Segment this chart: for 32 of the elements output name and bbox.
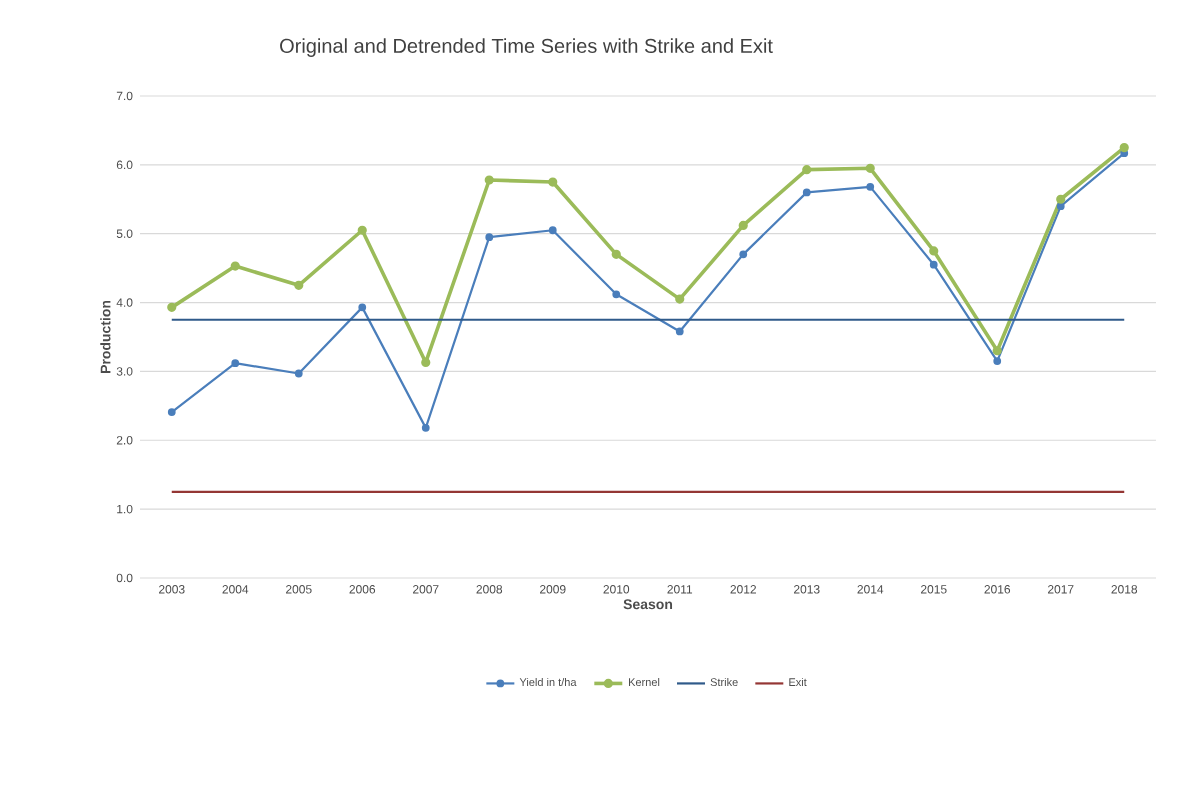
point	[167, 408, 176, 416]
point	[484, 175, 494, 185]
point	[421, 423, 430, 432]
point	[738, 220, 748, 231]
point	[865, 163, 875, 173]
point	[167, 302, 177, 312]
point	[675, 294, 685, 304]
point	[1119, 143, 1129, 153]
chart-title: Original and Detrended Time Series with Strike and Exit	[280, 38, 773, 57]
point	[230, 261, 240, 271]
point	[739, 250, 748, 259]
point	[358, 303, 367, 312]
point	[294, 280, 304, 290]
point	[294, 369, 303, 378]
point	[675, 327, 684, 336]
point	[612, 290, 621, 299]
point	[992, 346, 1002, 356]
point	[1056, 194, 1066, 204]
point	[866, 182, 875, 191]
point	[421, 357, 431, 368]
point	[548, 177, 558, 187]
point	[1056, 202, 1065, 211]
point	[611, 249, 621, 259]
point	[548, 226, 557, 235]
point	[993, 357, 1002, 365]
point	[929, 260, 938, 269]
point	[485, 233, 494, 242]
point	[802, 188, 811, 197]
point	[929, 246, 939, 256]
point	[802, 165, 812, 175]
point	[231, 359, 240, 368]
point	[357, 225, 367, 235]
